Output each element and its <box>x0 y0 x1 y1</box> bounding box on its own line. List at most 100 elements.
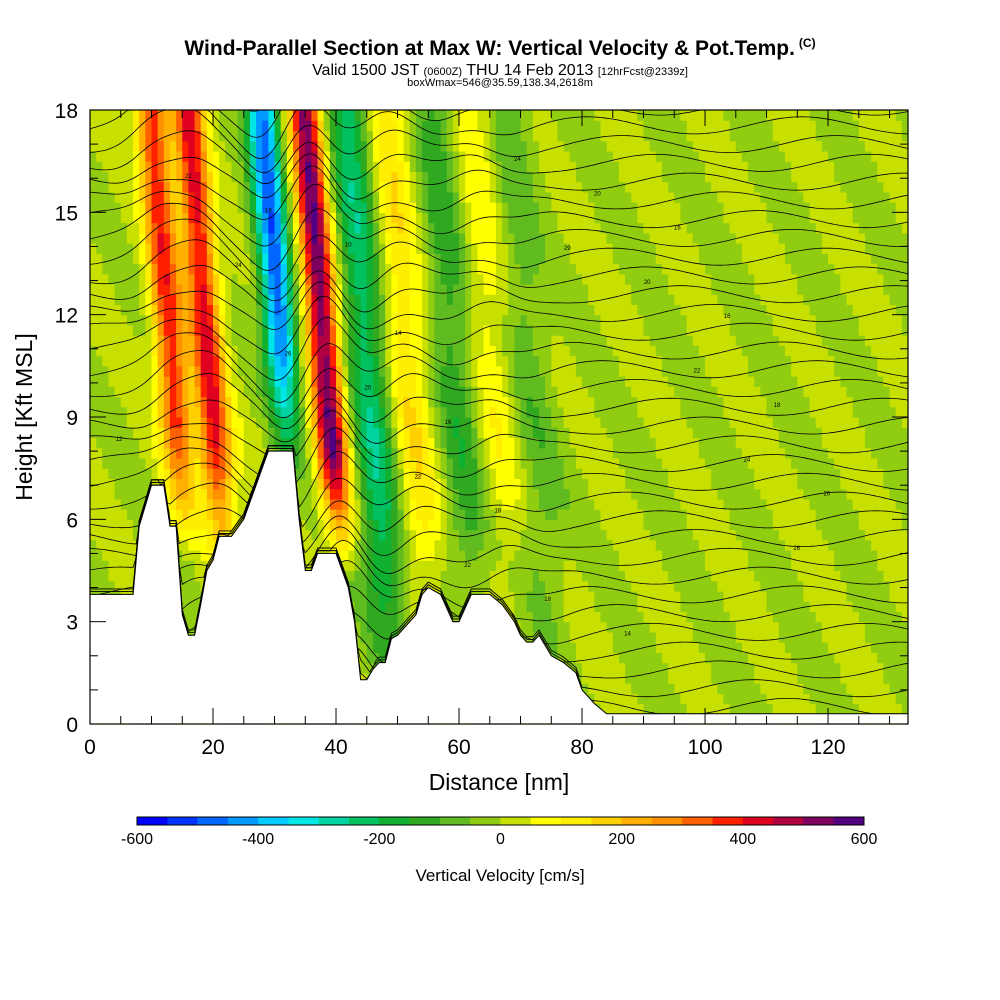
w-cell <box>557 498 565 510</box>
w-cell <box>385 365 392 377</box>
w-cell <box>434 376 442 387</box>
w-cell <box>600 703 608 715</box>
w-cell <box>323 110 331 121</box>
w-cell <box>329 345 337 357</box>
w-cell <box>262 386 269 398</box>
w-cell <box>139 202 146 213</box>
w-cell <box>360 662 368 674</box>
w-cell <box>348 417 356 428</box>
w-cell <box>268 130 276 142</box>
w-cell <box>139 140 146 152</box>
w-cell <box>428 386 436 398</box>
w-cell <box>366 498 374 510</box>
w-cell <box>582 294 589 306</box>
w-cell <box>532 601 540 613</box>
w-cell <box>403 539 411 551</box>
w-cell <box>409 601 417 613</box>
w-cell <box>403 396 411 408</box>
w-cell <box>508 263 515 275</box>
w-cell <box>213 447 220 459</box>
w-cell <box>526 365 534 377</box>
w-cell <box>575 447 583 459</box>
chart-title-mark: (C) <box>798 36 816 50</box>
w-cell <box>188 437 196 449</box>
w-cell <box>305 232 313 244</box>
w-cell <box>391 509 399 520</box>
w-cell <box>514 386 522 398</box>
w-cell <box>557 171 565 183</box>
w-cell <box>520 273 528 285</box>
w-cell <box>169 253 177 265</box>
w-cell <box>139 110 146 121</box>
w-cell <box>120 519 128 531</box>
w-cell <box>483 120 491 132</box>
w-cell <box>176 396 183 408</box>
w-cell <box>379 447 386 459</box>
w-cell <box>342 191 349 203</box>
w-cell <box>243 212 251 224</box>
w-cell <box>434 345 442 357</box>
w-cell <box>502 457 509 469</box>
w-cell <box>274 150 282 162</box>
w-cell <box>446 406 454 418</box>
w-cell <box>459 376 466 387</box>
w-cell <box>311 417 319 428</box>
w-cell <box>489 191 497 203</box>
w-cell <box>206 355 214 367</box>
w-cell <box>354 457 362 469</box>
w-cell <box>120 181 128 193</box>
w-cell <box>188 601 196 613</box>
w-cell <box>495 560 503 572</box>
w-cell <box>348 324 356 336</box>
w-cell <box>262 140 269 152</box>
w-cell <box>120 560 128 572</box>
w-cell <box>508 550 515 561</box>
w-cell <box>114 110 122 121</box>
w-cell <box>514 519 522 531</box>
w-cell <box>465 365 472 377</box>
w-cell <box>317 498 325 510</box>
w-cell <box>126 396 134 408</box>
w-cell <box>563 417 571 428</box>
w-cell <box>379 396 386 408</box>
w-cell <box>360 590 368 602</box>
w-cell <box>219 488 226 500</box>
w-cell <box>157 304 165 316</box>
w-cell <box>317 253 325 265</box>
w-cell <box>323 355 331 367</box>
w-cell <box>477 232 485 244</box>
w-cell <box>415 212 423 224</box>
w-cell <box>299 243 306 254</box>
w-cell <box>452 519 460 531</box>
w-cell <box>329 222 337 234</box>
w-cell <box>582 376 589 387</box>
w-cell <box>594 642 602 653</box>
w-cell <box>194 120 202 132</box>
w-cell <box>582 478 589 490</box>
w-cell <box>360 324 368 336</box>
w-cell <box>336 519 343 531</box>
w-cell <box>102 365 110 377</box>
w-cell <box>151 283 159 295</box>
w-cell <box>256 345 263 357</box>
w-cell <box>366 509 374 520</box>
w-cell <box>299 386 306 398</box>
w-cell <box>385 120 392 132</box>
w-cell <box>96 417 103 428</box>
w-cell <box>477 243 485 254</box>
w-cell <box>446 509 454 520</box>
w-cell <box>446 437 454 449</box>
w-cell <box>157 130 165 142</box>
w-cell <box>274 406 282 418</box>
w-cell <box>385 437 392 449</box>
w-cell <box>440 212 448 224</box>
w-cell <box>262 396 269 408</box>
w-cell <box>551 130 559 142</box>
w-cell <box>594 253 602 265</box>
w-cell <box>575 365 583 377</box>
w-cell <box>163 181 171 193</box>
w-cell <box>397 437 405 449</box>
w-cell <box>96 376 103 387</box>
w-cell <box>452 150 460 162</box>
w-cell <box>188 161 196 172</box>
